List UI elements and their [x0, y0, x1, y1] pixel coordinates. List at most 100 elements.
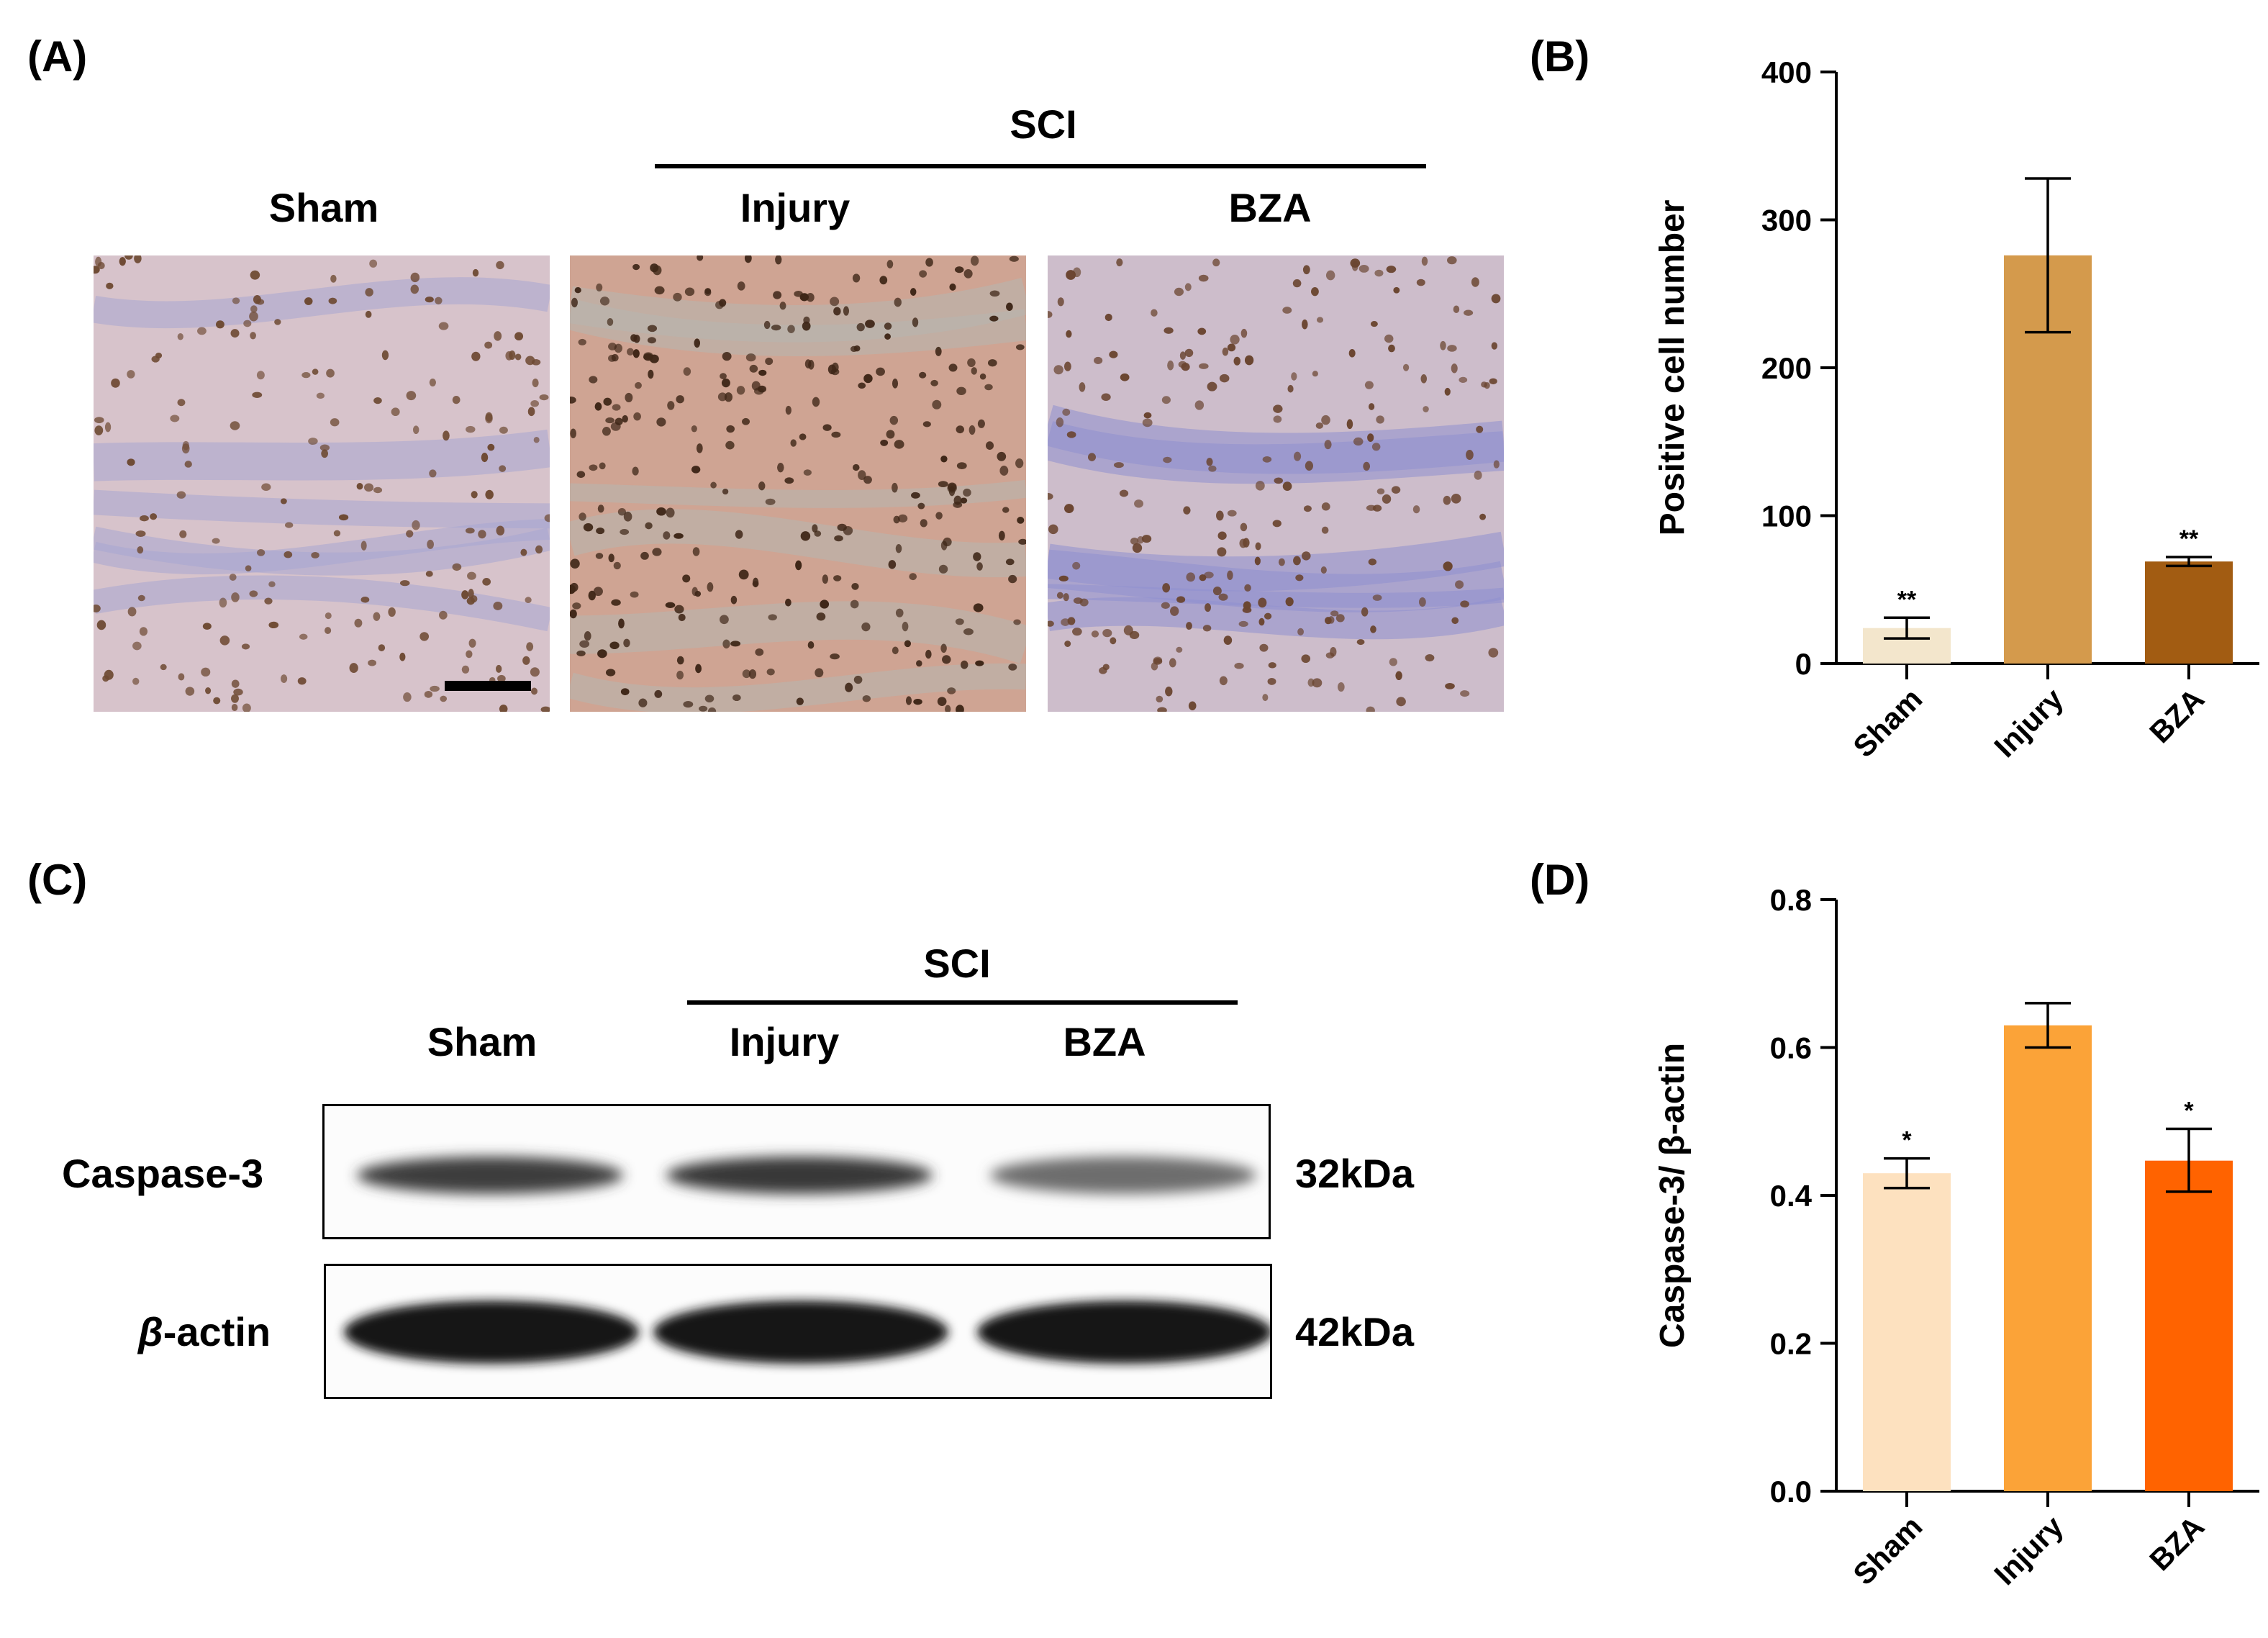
- cell-nucleus: [784, 477, 794, 484]
- cell-nucleus: [954, 266, 964, 273]
- cell-nucleus: [625, 392, 633, 402]
- cell-nucleus: [381, 350, 389, 361]
- cell-nucleus: [856, 322, 865, 332]
- cell-nucleus: [177, 399, 186, 407]
- blot-band: [977, 1300, 1270, 1364]
- cell-nucleus: [1453, 305, 1460, 314]
- cell-nucleus: [1240, 522, 1248, 532]
- cell-nucleus: [766, 668, 775, 676]
- panel-b-label: (B): [1530, 32, 1590, 81]
- cell-nucleus: [879, 276, 888, 285]
- cell-nucleus: [94, 604, 101, 612]
- cell-nucleus: [1156, 695, 1164, 703]
- cell-nucleus: [94, 425, 104, 435]
- blot-band: [344, 1300, 639, 1364]
- cell-nucleus: [256, 549, 266, 556]
- cell-nucleus: [608, 343, 617, 350]
- cell-nucleus: [284, 522, 294, 528]
- cell-nucleus: [1217, 531, 1227, 540]
- cell-nucleus: [1255, 481, 1265, 491]
- cell-nucleus: [1134, 499, 1144, 508]
- cell-nucleus: [1356, 639, 1365, 646]
- cell-nucleus: [785, 405, 791, 415]
- cell-nucleus: [1206, 458, 1213, 466]
- cell-nucleus: [1013, 619, 1021, 625]
- cell-nucleus: [744, 255, 752, 263]
- cell-nucleus: [571, 297, 578, 308]
- cell-nucleus: [1048, 311, 1053, 318]
- cell-nucleus: [654, 689, 663, 698]
- cell-nucleus: [435, 297, 443, 304]
- cell-nucleus: [96, 620, 106, 630]
- cell-nucleus: [612, 404, 621, 411]
- cell-nucleus: [765, 357, 774, 366]
- blot-band: [357, 1157, 623, 1194]
- cell-nucleus: [280, 674, 288, 684]
- cell-nucleus: [648, 369, 654, 379]
- cell-nucleus: [1330, 610, 1339, 617]
- cell-nucleus: [1268, 662, 1276, 669]
- cell-nucleus: [268, 621, 279, 629]
- cell-nucleus: [1451, 363, 1458, 374]
- cell-nucleus: [1471, 277, 1479, 287]
- cell-nucleus: [134, 255, 142, 263]
- cell-nucleus: [137, 594, 145, 602]
- cell-nucleus: [1446, 256, 1457, 265]
- cell-nucleus: [742, 669, 751, 679]
- cell-nucleus: [1295, 574, 1304, 582]
- cell-nucleus: [1120, 373, 1130, 381]
- cell-nucleus: [730, 595, 738, 605]
- chart-b-significance: **: [2179, 525, 2199, 553]
- cell-nucleus: [499, 426, 508, 434]
- cell-nucleus: [673, 292, 682, 302]
- cell-nucleus: [365, 288, 373, 297]
- cell-nucleus: [1460, 600, 1469, 608]
- cell-nucleus: [773, 291, 782, 299]
- cell-nucleus: [530, 400, 539, 407]
- cell-nucleus: [620, 688, 630, 696]
- cell-nucleus: [95, 256, 102, 267]
- cell-nucleus: [917, 502, 925, 510]
- cell-nucleus: [268, 581, 276, 587]
- cell-nucleus: [570, 428, 576, 438]
- cell-nucleus: [1244, 355, 1254, 366]
- cell-nucleus: [1184, 348, 1194, 358]
- cell-nucleus: [833, 307, 841, 316]
- cell-nucleus: [695, 664, 702, 674]
- chart-b-y-tick-label: 0: [1795, 647, 1812, 681]
- cell-nucleus: [185, 687, 195, 696]
- cell-nucleus: [468, 638, 476, 648]
- cell-nucleus: [1368, 558, 1377, 566]
- cell-nucleus: [673, 533, 684, 539]
- cell-nucleus: [905, 696, 912, 705]
- cell-nucleus: [902, 621, 909, 632]
- cell-nucleus: [932, 399, 942, 410]
- cell-nucleus: [1104, 313, 1112, 322]
- cell-nucleus: [430, 685, 440, 692]
- cell-nucleus: [894, 440, 904, 449]
- cell-nucleus: [330, 274, 337, 283]
- cell-nucleus: [603, 397, 612, 406]
- cell-nucleus: [667, 401, 675, 410]
- cell-nucleus: [202, 623, 212, 630]
- cell-nucleus: [424, 690, 433, 698]
- cell-nucleus: [1186, 622, 1192, 630]
- cell-nucleus: [242, 703, 251, 712]
- cell-nucleus: [940, 540, 948, 551]
- cell-nucleus: [1443, 561, 1453, 571]
- cell-nucleus: [1370, 321, 1378, 327]
- cell-nucleus: [830, 297, 840, 307]
- cell-nucleus: [1330, 646, 1337, 657]
- cell-nucleus: [1132, 543, 1143, 553]
- cell-nucleus: [708, 707, 717, 712]
- cell-nucleus: [1091, 630, 1099, 638]
- cell-nucleus: [1169, 658, 1176, 668]
- cell-nucleus: [230, 421, 240, 430]
- cell-nucleus: [425, 297, 434, 303]
- cell-nucleus: [676, 395, 684, 404]
- cell-nucleus: [299, 633, 308, 640]
- cell-nucleus: [725, 440, 735, 450]
- cell-nucleus: [127, 607, 137, 617]
- cell-nucleus: [127, 370, 135, 379]
- cell-nucleus: [1165, 687, 1173, 697]
